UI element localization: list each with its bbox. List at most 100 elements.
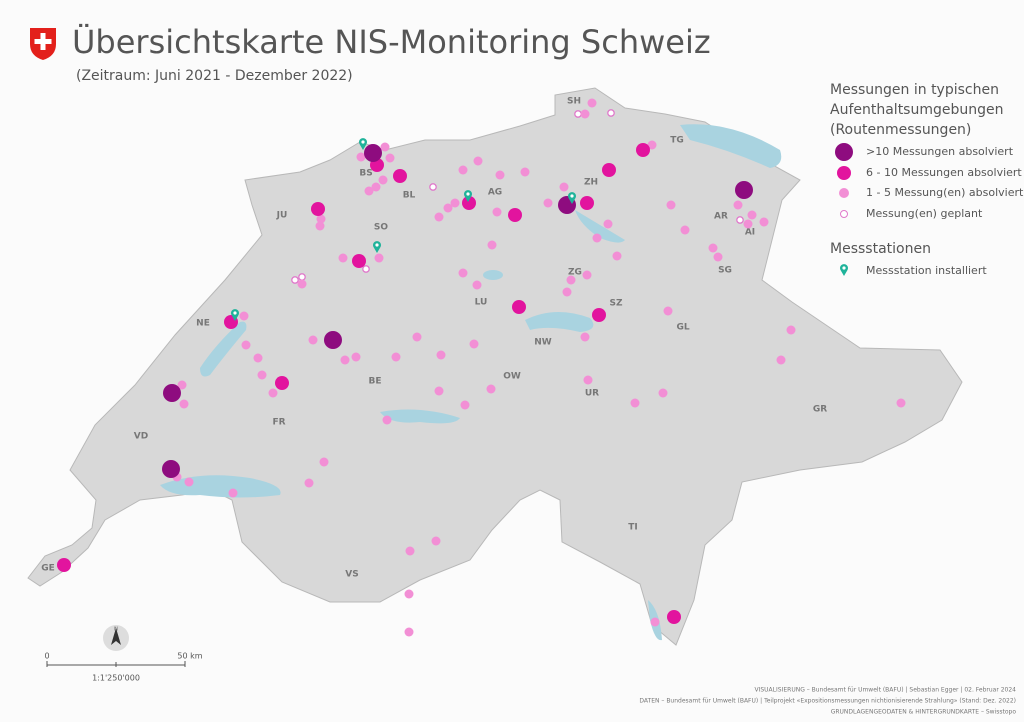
measurement-marker	[311, 202, 325, 216]
measurement-marker	[458, 268, 468, 278]
measurement-marker	[443, 203, 453, 213]
measurement-marker	[382, 415, 392, 425]
measurement-marker	[179, 399, 189, 409]
measurement-marker	[268, 388, 278, 398]
canton-label: TI	[628, 523, 638, 533]
measurement-marker	[583, 375, 593, 385]
measurement-marker	[574, 110, 582, 118]
legend-swatch	[840, 264, 848, 276]
station-marker	[359, 138, 367, 150]
measurement-marker	[319, 457, 329, 467]
measurement-marker	[462, 196, 476, 210]
legend-swatch	[840, 210, 848, 218]
measurement-marker	[708, 243, 718, 253]
measurement-marker	[663, 306, 673, 316]
measurement-marker	[512, 300, 526, 314]
measurement-marker	[630, 398, 640, 408]
legend-swatch	[835, 143, 853, 161]
subtitle: (Zeitraum: Juni 2021 - Dezember 2022)	[76, 68, 353, 84]
measurement-marker	[163, 384, 181, 402]
measurement-marker	[458, 165, 468, 175]
measurement-marker	[434, 212, 444, 222]
canton-label: NE	[196, 319, 210, 329]
measurement-marker	[713, 252, 723, 262]
legend-title: Aufenthaltsumgebungen	[830, 102, 1004, 118]
swiss-flag	[30, 28, 56, 60]
measurement-marker	[460, 400, 470, 410]
canton-label: FR	[272, 418, 285, 428]
measurement-marker	[298, 273, 306, 281]
measurement-marker	[291, 276, 299, 284]
measurement-marker	[562, 287, 572, 297]
measurement-marker	[340, 355, 350, 365]
measurement-marker	[520, 167, 530, 177]
measurement-marker	[559, 182, 569, 192]
measurement-marker	[776, 355, 786, 365]
measurement-marker	[338, 253, 348, 263]
canton-label: AG	[488, 188, 502, 198]
station-marker	[231, 309, 239, 321]
measurement-marker	[378, 175, 388, 185]
station-pin	[373, 241, 381, 253]
credit: GRUNDLAGENGEODATEN & HINTERGRUNDKARTE – …	[831, 709, 1017, 716]
measurement-marker	[743, 219, 753, 229]
measurement-marker	[177, 380, 187, 390]
measurement-marker	[385, 153, 395, 163]
station-pin-dot	[570, 194, 574, 198]
measurement-marker	[747, 210, 757, 220]
measurement-marker	[352, 254, 366, 268]
measurement-marker	[308, 335, 318, 345]
station-pin-dot	[361, 140, 365, 144]
station-marker	[568, 192, 576, 204]
measurement-marker	[602, 163, 616, 177]
station-marker	[464, 190, 472, 202]
station-pin-dot	[233, 311, 237, 315]
measurement-marker	[469, 339, 479, 349]
title: Übersichtskarte NIS-Monitoring Schweiz	[72, 23, 711, 61]
canton-label: JU	[276, 211, 288, 221]
measurement-marker	[580, 109, 590, 119]
measurement-marker	[580, 196, 594, 210]
measurement-marker	[636, 143, 650, 157]
legend-title: Messstationen	[830, 241, 931, 257]
legend-item: 6 - 10 Messungen absolviert	[866, 166, 1022, 179]
canton-label: BL	[403, 191, 416, 201]
credit: DATEN – Bundesamt für Umwelt (BAFU) | Te…	[639, 698, 1016, 705]
scale-bar	[46, 661, 186, 667]
measurement-marker	[316, 214, 326, 224]
measurement-marker	[184, 477, 194, 487]
measurement-marker	[473, 156, 483, 166]
measurement-marker	[391, 352, 401, 362]
measurement-marker	[393, 169, 407, 183]
station-pin	[231, 309, 239, 321]
measurement-marker	[647, 140, 657, 150]
measurement-marker	[364, 186, 374, 196]
measurement-marker	[786, 325, 796, 335]
canton-label: AR	[714, 212, 728, 222]
measurement-marker	[404, 589, 414, 599]
measurement-marker	[650, 617, 660, 627]
measurement-marker	[304, 478, 314, 488]
canton-label: ZH	[584, 178, 598, 188]
canton-label: OW	[503, 372, 521, 382]
legend-title: Messungen in typischen	[830, 82, 999, 98]
measurement-marker	[162, 460, 180, 478]
canton-label: BS	[359, 169, 372, 179]
canton-label: LU	[475, 298, 488, 308]
scale-ratio: 1:1'250'000	[92, 674, 140, 683]
measurement-marker	[228, 488, 238, 498]
measurement-marker	[580, 332, 590, 342]
measurement-marker	[450, 198, 460, 208]
measurement-marker	[612, 251, 622, 261]
measurement-marker	[733, 200, 743, 210]
measurement-marker	[587, 98, 597, 108]
legend-item: Messung(en) geplant	[866, 207, 983, 220]
measurement-marker	[257, 370, 267, 380]
legend-item: Messstation installiert	[866, 264, 987, 277]
measurement-marker	[592, 308, 606, 322]
measurement-marker	[759, 217, 769, 227]
measurement-marker	[371, 182, 381, 192]
station-marker	[373, 241, 381, 253]
measurement-marker	[736, 216, 744, 224]
